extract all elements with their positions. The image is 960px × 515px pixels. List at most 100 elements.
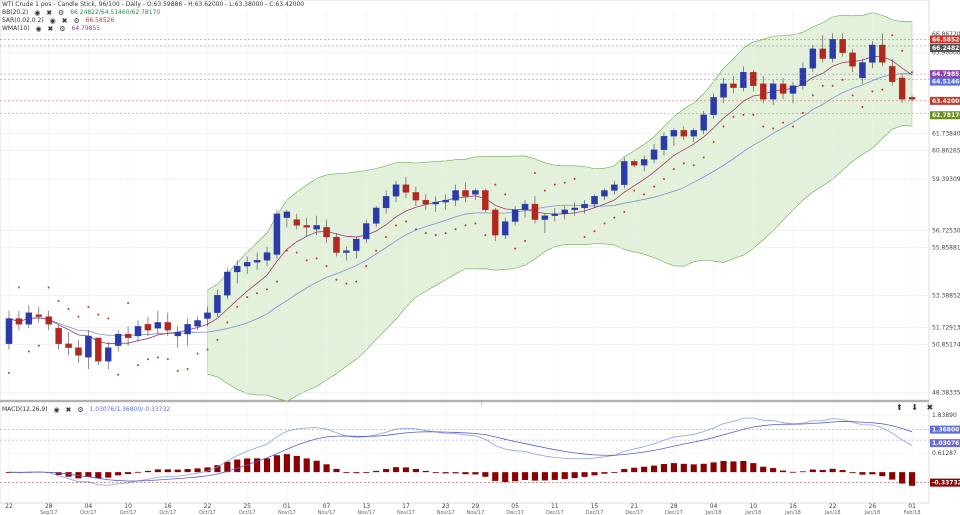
sar-dot (514, 247, 517, 250)
eye-icon[interactable]: ◉ (53, 406, 60, 414)
macd-histogram-bar (839, 470, 846, 473)
macd-histogram-bar (442, 472, 449, 474)
sar-dot (653, 185, 656, 188)
gear-icon[interactable]: ⚙ (59, 25, 66, 33)
gear-icon[interactable]: ⚙ (58, 9, 65, 17)
macd-histogram-bar (591, 472, 598, 476)
candle-body (422, 200, 430, 205)
sar-dot (27, 350, 30, 353)
candle-body (204, 312, 211, 319)
sar-dot (8, 371, 10, 374)
candle-body (154, 322, 162, 329)
close-icon[interactable]: ✖ (65, 406, 72, 414)
macd-histogram-bar (551, 472, 558, 480)
gear-icon[interactable]: ⚙ (73, 17, 80, 25)
macd-label-box (930, 439, 960, 448)
candle-body (829, 39, 836, 59)
candle-body (581, 203, 588, 209)
sar-dot (146, 358, 149, 361)
candle-body (611, 184, 618, 191)
x-tick-month: Dec/17 (546, 510, 564, 515)
macd-histogram-bar (641, 466, 648, 473)
sar-dot (583, 236, 586, 239)
candle-body (114, 333, 122, 346)
macd-histogram-bar (561, 472, 568, 479)
indicator-sar-name: SAR(0.02,0.2) (2, 17, 44, 24)
sar-dot (454, 228, 457, 231)
candle-body (908, 97, 916, 100)
sar-dot (166, 358, 169, 361)
price-label-text: 62.78170 (932, 112, 960, 119)
y-tick-label: 66.86720 (932, 31, 960, 38)
eye-icon[interactable]: ◉ (49, 17, 56, 25)
close-icon[interactable]: ✖ (47, 25, 54, 33)
eye-icon[interactable]: ◉ (35, 25, 42, 33)
macd-histogram-bar (323, 464, 330, 473)
move-up-icon[interactable]: ⬆ (896, 403, 903, 412)
sar-dot (504, 193, 507, 196)
macd-histogram-bar (184, 469, 191, 473)
macd-histogram-bar (234, 459, 241, 473)
candle-body (571, 207, 578, 211)
candle-body (551, 213, 559, 216)
x-tick-month: Jan/18 (705, 510, 722, 515)
candle-body (621, 161, 628, 185)
macd-histogram-bar (789, 471, 797, 473)
sar-dot (256, 292, 259, 295)
candle-body (75, 347, 82, 356)
candle-body (462, 190, 469, 197)
macd-histogram-bar (115, 472, 122, 476)
close-icon[interactable]: ✖ (46, 9, 53, 17)
macd-histogram-bar (105, 472, 112, 478)
candle-body (501, 221, 509, 236)
macd-histogram-bar (531, 472, 539, 481)
candle-body (482, 190, 489, 211)
x-tick-month: Oct/17 (80, 510, 97, 515)
macd-histogram-bar (809, 469, 816, 473)
macd-histogram-bar (492, 472, 499, 481)
macd-histogram-bar (462, 472, 469, 475)
macd-histogram-bar (829, 468, 836, 473)
x-tick-day: 15 (591, 503, 599, 510)
candle-body (730, 83, 737, 88)
sar-dot (742, 113, 745, 116)
x-tick-month: Nov/17 (318, 510, 336, 515)
x-tick-day: 17 (402, 503, 410, 510)
eye-icon[interactable]: ◉ (34, 9, 41, 17)
macd-name: MACD(12,26,9) (2, 406, 48, 413)
sar-dot (236, 305, 239, 308)
sar-dot (137, 364, 140, 367)
move-down-icon[interactable]: ⬇ (911, 403, 918, 412)
sar-dot (315, 257, 318, 260)
x-tick-month: Nov/17 (278, 510, 296, 515)
x-tick-day: 10 (749, 503, 757, 510)
candle-body (452, 190, 459, 201)
candle-body (45, 316, 52, 325)
candle-body (323, 227, 330, 238)
x-tick-month: Sep/17 (40, 510, 57, 515)
candle-body (849, 52, 856, 67)
sar-dot (156, 356, 159, 359)
sar-dot (722, 125, 725, 128)
macd-histogram-bar (720, 460, 727, 473)
macd-histogram-bar (392, 467, 400, 473)
macd-histogram-bar (631, 467, 638, 473)
candle-body (898, 77, 906, 100)
sar-dot (434, 234, 437, 237)
macd-histogram-bar (472, 472, 479, 475)
gear-icon[interactable]: ⚙ (77, 406, 84, 414)
macd-histogram-bar (125, 472, 132, 475)
close-pane-icon[interactable]: ✖ (926, 403, 934, 412)
sar-dot (762, 125, 765, 128)
y-tick-label: 56.72530 (932, 228, 960, 235)
macd-label-box (930, 425, 960, 434)
candle-body (65, 343, 72, 348)
y-tick-label: 51.72913 (932, 325, 960, 332)
chart-title-row: WTI Crude 1 pos - Candle Stick, 96/100 -… (2, 1, 304, 10)
candle-body (601, 190, 608, 197)
macd-histogram-bar (621, 469, 628, 473)
close-icon[interactable]: ✖ (61, 17, 68, 25)
candle-body (640, 159, 648, 166)
candle-body (105, 347, 112, 362)
